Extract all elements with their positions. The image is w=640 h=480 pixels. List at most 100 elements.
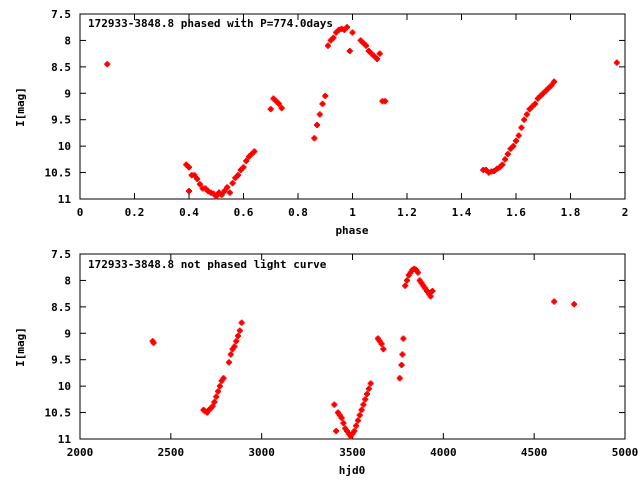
unphased-data-point bbox=[213, 393, 220, 400]
phased-x-tick-label: 2 bbox=[622, 206, 629, 219]
phased-data-point bbox=[548, 82, 555, 89]
unphased-plot-frame bbox=[79, 253, 626, 440]
unphased-data-point bbox=[378, 340, 385, 347]
phased-data-point bbox=[319, 100, 326, 107]
unphased-data-point bbox=[354, 417, 361, 424]
unphased-x-tick-label: 3500 bbox=[339, 446, 366, 459]
unphased-data-point bbox=[340, 420, 347, 427]
unphased-data-point bbox=[404, 277, 410, 284]
phased-plot-ticks bbox=[79, 13, 626, 200]
unphased-data-point bbox=[235, 332, 242, 339]
phased-data-point bbox=[221, 188, 228, 195]
phased-data-point bbox=[330, 34, 337, 41]
phased-x-axis-label: phase bbox=[335, 224, 368, 237]
phased-data-point bbox=[346, 48, 353, 54]
unphased-x-tick-label: 5000 bbox=[612, 446, 639, 459]
phased-data-point bbox=[322, 92, 329, 99]
unphased-data-point bbox=[399, 351, 406, 358]
phased-data-point bbox=[267, 106, 274, 113]
phased-x-tick-label: 1.8 bbox=[561, 206, 581, 219]
unphased-y-tick-label: 8 bbox=[64, 274, 71, 287]
phased-y-tick-label: 7.5 bbox=[51, 8, 71, 21]
phased-data-point bbox=[382, 98, 389, 105]
unphased-data-point bbox=[215, 388, 222, 395]
unphased-data-point bbox=[225, 359, 232, 366]
phased-y-tick-labels: 7.5 8 8.5 9 9.5 10 10.5 11 bbox=[45, 8, 72, 206]
phased-chart-title: 172933-3848.8 phased with P=774.0days bbox=[88, 17, 333, 30]
phased-x-tick-label: 1 bbox=[349, 206, 356, 219]
unphased-data-point bbox=[331, 401, 338, 408]
phased-data-point bbox=[251, 148, 258, 155]
unphased-data-point bbox=[356, 412, 363, 419]
phased-data-point bbox=[515, 132, 522, 139]
unphased-y-tick-labels: 7.5 8 8.5 9 9.5 10 10.5 11 bbox=[45, 248, 72, 446]
unphased-y-tick-label: 11 bbox=[58, 433, 72, 446]
unphased-data-point bbox=[236, 327, 243, 334]
unphased-data-point bbox=[396, 375, 403, 382]
unphased-y-axis-label: I[mag] bbox=[14, 327, 27, 367]
phased-x-tick-label: 0.8 bbox=[288, 206, 308, 219]
phased-data-point bbox=[218, 191, 225, 198]
unphased-data-point bbox=[227, 351, 234, 358]
phased-x-tick-label: 0 bbox=[77, 206, 84, 219]
unphased-y-tick-label: 10.5 bbox=[45, 407, 72, 420]
phased-data-point bbox=[235, 172, 242, 179]
phased-data-point bbox=[324, 42, 331, 49]
phased-data-point bbox=[504, 151, 511, 158]
phased-data-point bbox=[551, 78, 558, 85]
unphased-data-point bbox=[209, 403, 216, 410]
unphased-light-curve-panel: 2000 2500 3000 3500 4000 4500 5000 7.5 8 8.5 9 9.5… bbox=[14, 248, 638, 477]
phased-data-point bbox=[224, 184, 231, 191]
phased-x-tick-label: 0.6 bbox=[234, 206, 254, 219]
phased-data-point bbox=[191, 172, 198, 179]
phased-data-point bbox=[502, 156, 509, 163]
unphased-data-point bbox=[231, 343, 238, 350]
phased-data-point bbox=[243, 157, 250, 164]
phased-data-point bbox=[229, 180, 236, 187]
phased-data-point bbox=[532, 100, 539, 107]
phased-x-tick-label: 0.4 bbox=[179, 206, 199, 219]
phased-y-tick-label: 8 bbox=[64, 34, 71, 47]
phased-data-point bbox=[104, 61, 111, 68]
phased-y-tick-label: 10 bbox=[58, 140, 71, 153]
unphased-data-point bbox=[351, 428, 358, 435]
phased-data-point bbox=[499, 161, 506, 168]
phased-data-point bbox=[240, 164, 247, 171]
phased-data-point bbox=[521, 116, 528, 123]
unphased-y-tick-label: 7.5 bbox=[51, 248, 71, 261]
unphased-data-point bbox=[365, 385, 372, 392]
phased-data-point bbox=[523, 111, 530, 118]
unphased-y-tick-label: 10 bbox=[58, 380, 71, 393]
phased-plot-frame bbox=[79, 13, 626, 200]
unphased-data-point bbox=[402, 282, 409, 289]
phased-data-point bbox=[344, 24, 351, 31]
phased-data-point bbox=[314, 122, 321, 128]
unphased-data-point bbox=[150, 339, 157, 346]
unphased-x-axis-label: hjd0 bbox=[339, 464, 366, 477]
phased-x-tick-label: 1.6 bbox=[506, 206, 526, 219]
unphased-data-point bbox=[427, 293, 434, 300]
phased-data-point bbox=[278, 105, 285, 112]
phased-data-point bbox=[518, 124, 525, 131]
unphased-data-point bbox=[238, 319, 245, 326]
unphased-data-point bbox=[216, 383, 223, 390]
unphased-data-point bbox=[333, 428, 340, 435]
phased-y-tick-label: 9 bbox=[64, 87, 71, 100]
unphased-x-tick-label: 2500 bbox=[158, 446, 185, 459]
unphased-x-tick-label: 2000 bbox=[67, 446, 94, 459]
unphased-y-tick-label: 9.5 bbox=[51, 354, 71, 367]
unphased-y-tick-label: 8.5 bbox=[51, 301, 71, 314]
unphased-data-point bbox=[211, 399, 218, 405]
unphased-data-point bbox=[233, 338, 240, 345]
phased-data-point bbox=[275, 100, 282, 107]
unphased-data-point bbox=[360, 401, 367, 408]
unphased-x-tick-label: 4000 bbox=[430, 446, 457, 459]
phased-x-tick-label: 1.2 bbox=[397, 206, 417, 219]
unphased-data-point bbox=[362, 396, 369, 403]
unphased-data-point bbox=[400, 335, 407, 342]
phased-data-point bbox=[194, 175, 201, 182]
unphased-data-point bbox=[429, 288, 436, 294]
phased-data-point bbox=[374, 55, 381, 62]
phased-data-point bbox=[213, 193, 220, 200]
unphased-chart-title: 172933-3848.8 not phased light curve bbox=[88, 258, 327, 271]
